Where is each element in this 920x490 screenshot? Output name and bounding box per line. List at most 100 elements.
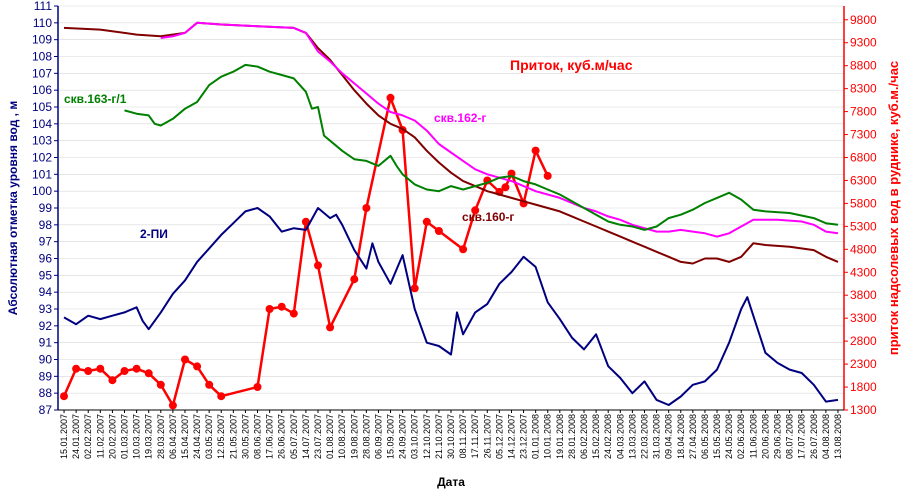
y-tick-label-right: 6300 — [850, 173, 877, 187]
y-tick-label-left: 88 — [39, 386, 53, 400]
y-tick-label-left: 103 — [32, 134, 52, 148]
x-tick-label: 26.07.2008 — [809, 414, 819, 459]
flow-point — [60, 392, 68, 400]
x-tick-label: 11.02.2007 — [95, 414, 105, 458]
level-lines — [64, 23, 838, 405]
y-tick-label-left: 90 — [39, 353, 53, 367]
y-tick-label-left: 110 — [33, 16, 52, 30]
x-tick-label: 10.08.2007 — [337, 414, 347, 459]
x-tick-label: 19.01.2008 — [555, 414, 565, 459]
flow-data — [60, 94, 552, 410]
label-2pi: 2-ПИ — [140, 227, 168, 241]
x-tick-label: 06.09.2007 — [373, 414, 383, 459]
x-tick-label: 20.06.2008 — [760, 414, 770, 459]
x-tick-label: 24.01.2007 — [71, 414, 81, 459]
y-tick-label-left: 91 — [39, 336, 53, 350]
y-tick-label-left: 93 — [39, 302, 53, 316]
y-tick-label-left: 94 — [39, 285, 53, 299]
x-tick-label: 24.05.2008 — [724, 414, 734, 459]
flow-point — [501, 183, 509, 191]
x-tick-label: 24.04.2007 — [192, 414, 202, 459]
y-tick-label-right: 8300 — [850, 82, 877, 96]
series-line-скв.163-г/1 — [125, 65, 839, 230]
x-tick-label: 05.12.2007 — [494, 414, 504, 459]
label-s162: скв.162-г — [434, 111, 486, 125]
y-tick-label-left: 99 — [39, 201, 53, 215]
flow-point — [459, 245, 467, 253]
y-tick-label-left: 106 — [32, 83, 52, 97]
flow-point — [145, 369, 153, 377]
label-flow: Приток, куб.м/час — [510, 57, 633, 73]
x-tick-label: 02.02.2007 — [83, 414, 93, 459]
flow-point — [544, 172, 552, 180]
flow-point — [314, 261, 322, 269]
flow-point — [362, 204, 370, 212]
x-tick-label: 06.02.2008 — [579, 414, 589, 459]
y-tick-label-right: 3800 — [850, 288, 877, 302]
x-tick-label: 13.08.2008 — [833, 414, 843, 459]
x-tick-label: 08.06.2007 — [253, 414, 263, 459]
x-tick-label: 31.03.2008 — [652, 414, 662, 459]
y-tick-label-left: 109 — [32, 33, 52, 47]
y-tick-label-left: 104 — [32, 117, 52, 131]
x-tick-label: 06.05.2008 — [700, 414, 710, 459]
series-line-скв.160-г — [64, 23, 838, 264]
y-axis-label-left: Абсолютная отметка уровня вод , м — [6, 101, 20, 316]
y-tick-label-right: 6800 — [850, 151, 877, 165]
y-tick-label-right: 2800 — [850, 334, 877, 348]
flow-point — [266, 305, 274, 313]
flow-point — [133, 365, 141, 373]
label-s160: скв.160-г — [462, 210, 514, 224]
y-tick-label-right: 4300 — [850, 265, 877, 279]
x-tick-label: 02.06.2008 — [736, 414, 746, 459]
y-tick-label-left: 102 — [32, 151, 52, 165]
x-tick-label: 28.08.2007 — [361, 414, 371, 459]
x-tick-label: 15.04.2007 — [180, 414, 190, 459]
flow-point — [84, 367, 92, 375]
series-line-скв.162-г — [161, 23, 838, 237]
x-tick-label: 05.07.2007 — [289, 414, 299, 459]
x-tick-label: 27.04.2008 — [688, 414, 698, 459]
flow-point — [181, 356, 189, 364]
x-tick-label: 21.10.2007 — [434, 414, 444, 459]
y-tick-label-right: 7800 — [850, 105, 877, 119]
y-tick-label-right: 4800 — [850, 242, 877, 256]
y-tick-label-left: 105 — [32, 100, 52, 114]
flow-point — [350, 275, 358, 283]
x-tick-label: 30.05.2007 — [240, 414, 250, 459]
yticks-right: 1300 1800 2300 2800 3300 3800 4300 4800 5300 5800… — [844, 13, 877, 417]
flow-point — [254, 383, 262, 391]
y-tick-label-left: 96 — [39, 252, 53, 266]
flow-point — [108, 376, 116, 384]
y-tick-label-right: 9800 — [850, 13, 877, 27]
x-tick-label: 15.01.2007 — [59, 414, 69, 459]
x-tick-label: 14.07.2007 — [301, 414, 311, 459]
y-tick-label-left: 111 — [34, 0, 53, 13]
x-tick-label: 03.05.2007 — [204, 414, 214, 459]
x-tick-label: 06.04.2007 — [168, 414, 178, 459]
x-tick-label: 12.10.2007 — [422, 414, 432, 459]
x-tick-label: 01.01.2008 — [531, 414, 541, 459]
x-tick-label: 15.02.2008 — [591, 414, 601, 459]
flow-point — [169, 401, 177, 409]
y-axis-label-right-text: приток надсолевых вод в руднике, куб.м./… — [886, 61, 901, 355]
x-tick-label: 24.09.2007 — [398, 414, 408, 459]
y-tick-label-left: 97 — [39, 235, 53, 249]
flow-point — [217, 392, 225, 400]
y-tick-label-right: 5300 — [850, 219, 877, 233]
x-tick-label: 01.03.2007 — [120, 414, 130, 459]
x-tick-label: 29.06.2008 — [772, 414, 782, 459]
flow-point — [205, 381, 213, 389]
y-tick-label-left: 87 — [39, 403, 53, 417]
y-tick-label-left: 107 — [32, 66, 52, 80]
flow-point — [290, 310, 298, 318]
y-tick-label-right: 2300 — [850, 357, 877, 371]
flow-point — [193, 362, 201, 370]
y-tick-label-right: 9300 — [850, 36, 877, 50]
x-tick-label: 11.06.2008 — [748, 414, 758, 458]
x-tick-label: 23.12.2007 — [519, 414, 529, 459]
flow-point — [532, 147, 540, 155]
flow-point — [387, 94, 395, 102]
x-tick-label: 17.06.2007 — [265, 414, 275, 459]
y-tick-label-left: 92 — [39, 319, 53, 333]
